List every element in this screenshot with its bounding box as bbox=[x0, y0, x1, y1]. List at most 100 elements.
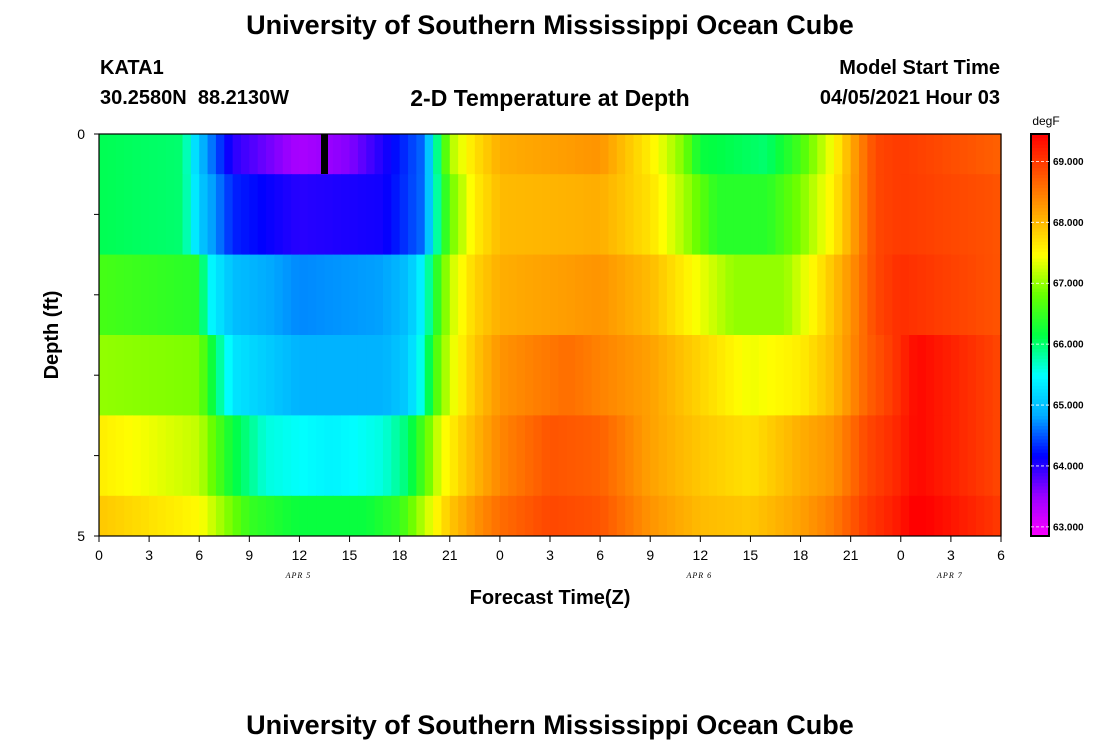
heatmap-cell bbox=[633, 254, 643, 336]
colorbar-segment bbox=[1031, 422, 1049, 427]
heatmap-cell bbox=[900, 174, 910, 255]
heatmap-cell bbox=[742, 134, 752, 175]
heatmap-cell bbox=[408, 335, 417, 416]
heatmap-cell bbox=[199, 134, 209, 175]
heatmap-cell bbox=[691, 134, 701, 175]
colorbar-segment bbox=[1031, 211, 1049, 215]
heatmap-cell bbox=[967, 335, 977, 416]
heatmap-cell bbox=[449, 254, 459, 336]
heatmap-cell bbox=[140, 134, 150, 175]
heatmap-cell bbox=[224, 254, 234, 336]
heatmap-cell bbox=[550, 134, 559, 175]
heatmap-cell bbox=[382, 495, 392, 537]
heatmap-cell bbox=[190, 495, 200, 537]
heatmap-cell bbox=[474, 254, 484, 336]
heatmap-cell bbox=[975, 415, 985, 497]
heatmap-cell bbox=[508, 495, 518, 537]
heatmap-cell bbox=[516, 254, 526, 336]
heatmap-cell bbox=[224, 174, 234, 255]
heatmap-cell bbox=[416, 174, 426, 255]
heatmap-cell bbox=[825, 174, 835, 255]
colorbar-segment bbox=[1031, 405, 1049, 410]
heatmap-cell bbox=[725, 174, 735, 255]
heatmap-cell bbox=[124, 254, 134, 336]
colorbar-segment bbox=[1031, 257, 1049, 262]
heatmap-cell bbox=[174, 174, 184, 255]
heatmap-cell bbox=[683, 495, 693, 537]
heatmap-cell bbox=[934, 415, 944, 497]
heatmap-cell bbox=[742, 335, 752, 416]
colorbar-segment bbox=[1031, 251, 1049, 256]
heatmap-cell bbox=[641, 134, 651, 175]
heatmap-cell bbox=[600, 335, 610, 416]
colorbar-segment bbox=[1031, 294, 1049, 299]
heatmap-cell bbox=[399, 134, 409, 175]
heatmap-cell bbox=[842, 495, 852, 537]
heatmap-cell bbox=[950, 134, 960, 175]
heatmap-cell bbox=[349, 174, 359, 255]
station-id: KATA1 bbox=[100, 57, 164, 79]
heatmap-cell bbox=[232, 415, 242, 497]
heatmap-cell bbox=[625, 335, 635, 416]
heatmap-cell bbox=[658, 495, 668, 537]
heatmap-cell bbox=[900, 495, 910, 537]
heatmap-cell bbox=[107, 254, 117, 336]
colorbar-segment bbox=[1031, 492, 1049, 497]
heatmap-cell bbox=[792, 134, 802, 175]
heatmap-cell bbox=[149, 174, 159, 255]
y-axis: 05 bbox=[77, 126, 99, 544]
heatmap-cell bbox=[783, 335, 793, 416]
heatmap-cell bbox=[140, 495, 150, 537]
heatmap-cell bbox=[975, 134, 985, 175]
heatmap-cell bbox=[132, 335, 142, 416]
heatmap-cell bbox=[140, 335, 150, 416]
heatmap-cell bbox=[433, 495, 443, 537]
heatmap-cells bbox=[99, 134, 1002, 537]
heatmap-cell bbox=[282, 335, 292, 416]
heatmap-cell bbox=[424, 134, 434, 175]
colorbar-segment bbox=[1031, 338, 1049, 343]
colorbar-segment bbox=[1031, 237, 1049, 242]
heatmap-cell bbox=[817, 415, 827, 497]
heatmap-cell bbox=[591, 174, 601, 255]
colorbar-segment bbox=[1031, 385, 1049, 390]
colorbar-segment bbox=[1031, 458, 1049, 463]
heatmap-cell bbox=[107, 174, 117, 255]
heatmap-cell bbox=[466, 134, 476, 175]
heatmap-cell bbox=[408, 174, 417, 255]
heatmap-cell bbox=[641, 174, 651, 255]
heatmap-cell bbox=[332, 134, 342, 175]
heatmap-cell bbox=[382, 134, 392, 175]
heatmap-cell bbox=[633, 495, 643, 537]
heatmap-cell bbox=[867, 254, 877, 336]
heatmap-cell bbox=[516, 335, 526, 416]
heatmap-cell bbox=[850, 174, 860, 255]
heatmap-cell bbox=[925, 174, 935, 255]
heatmap-cell bbox=[733, 495, 743, 537]
heatmap-cell bbox=[266, 495, 275, 537]
heatmap-cell bbox=[691, 174, 701, 255]
colorbar-segment bbox=[1031, 408, 1049, 413]
heatmap-cell bbox=[349, 254, 359, 336]
heatmap-cell bbox=[299, 495, 309, 537]
colorbar-segment bbox=[1031, 244, 1049, 249]
heatmap-cell bbox=[967, 254, 977, 336]
heatmap-cell bbox=[149, 254, 159, 336]
colorbar-segment bbox=[1031, 227, 1049, 232]
heatmap-cell bbox=[591, 415, 601, 497]
colorbar-segment bbox=[1031, 519, 1049, 524]
colorbar-segment bbox=[1031, 271, 1049, 276]
heatmap-cell bbox=[316, 415, 326, 497]
heatmap-cell bbox=[733, 174, 743, 255]
heatmap-cell bbox=[199, 335, 209, 416]
heatmap-cell bbox=[792, 335, 802, 416]
heatmap-cell bbox=[775, 495, 785, 537]
heatmap-cell bbox=[240, 134, 250, 175]
colorbar-segment bbox=[1031, 331, 1049, 336]
colorbar-tick-label: 69.000 bbox=[1053, 157, 1084, 168]
colorbar-segment bbox=[1031, 388, 1049, 393]
heatmap-cell bbox=[433, 174, 443, 255]
heatmap-cell bbox=[583, 495, 593, 537]
heatmap-cell bbox=[892, 134, 902, 175]
heatmap-cell bbox=[833, 174, 843, 255]
